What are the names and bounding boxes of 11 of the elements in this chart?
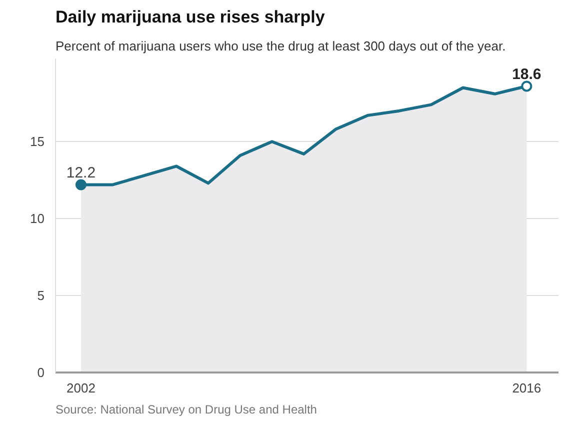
chart-title: Daily marijuana use rises sharply <box>56 8 326 26</box>
annotation: 12.2 <box>66 164 96 182</box>
x-tick-label: 2016 <box>512 380 542 396</box>
annotation: 18.6 <box>512 66 542 84</box>
chart-subtitle: Percent of marijuana users who use the drug at least 300 days out of the year. <box>56 38 506 54</box>
y-tick-label: 15 <box>30 134 45 150</box>
y-tick-label: 10 <box>30 211 45 226</box>
source-note: Source: National Survey on Drug Use and Health <box>56 402 317 416</box>
x-tick-label: 2002 <box>66 380 96 396</box>
y-tick-label: 5 <box>37 288 45 304</box>
y-tick-label: 0 <box>37 365 45 380</box>
